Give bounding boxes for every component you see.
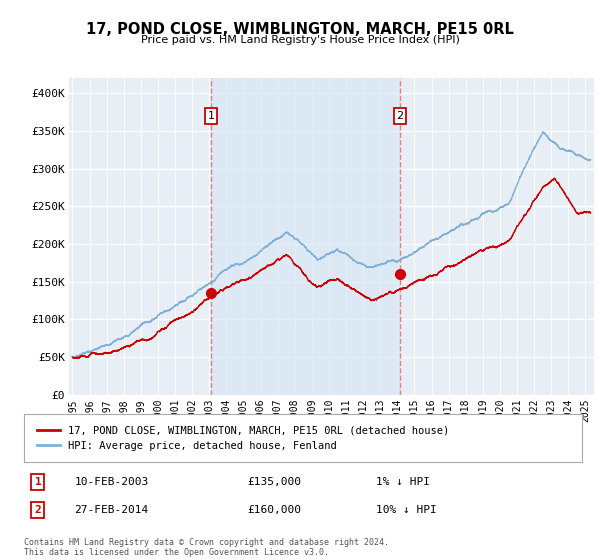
Bar bbox=[211, 78, 400, 395]
Text: 10-FEB-2003: 10-FEB-2003 bbox=[74, 477, 148, 487]
Text: £160,000: £160,000 bbox=[247, 505, 301, 515]
Text: £135,000: £135,000 bbox=[247, 477, 301, 487]
Text: Price paid vs. HM Land Registry's House Price Index (HPI): Price paid vs. HM Land Registry's House … bbox=[140, 35, 460, 45]
Text: Contains HM Land Registry data © Crown copyright and database right 2024.
This d: Contains HM Land Registry data © Crown c… bbox=[24, 538, 389, 557]
Text: 2: 2 bbox=[397, 111, 403, 121]
Text: 2: 2 bbox=[35, 505, 41, 515]
Legend: 17, POND CLOSE, WIMBLINGTON, MARCH, PE15 0RL (detached house), HPI: Average pric: 17, POND CLOSE, WIMBLINGTON, MARCH, PE15… bbox=[35, 423, 451, 453]
Text: 10% ↓ HPI: 10% ↓ HPI bbox=[376, 505, 436, 515]
Text: 1% ↓ HPI: 1% ↓ HPI bbox=[376, 477, 430, 487]
Text: 17, POND CLOSE, WIMBLINGTON, MARCH, PE15 0RL: 17, POND CLOSE, WIMBLINGTON, MARCH, PE15… bbox=[86, 22, 514, 38]
Text: 1: 1 bbox=[35, 477, 41, 487]
Text: 27-FEB-2014: 27-FEB-2014 bbox=[74, 505, 148, 515]
Text: 1: 1 bbox=[208, 111, 214, 121]
